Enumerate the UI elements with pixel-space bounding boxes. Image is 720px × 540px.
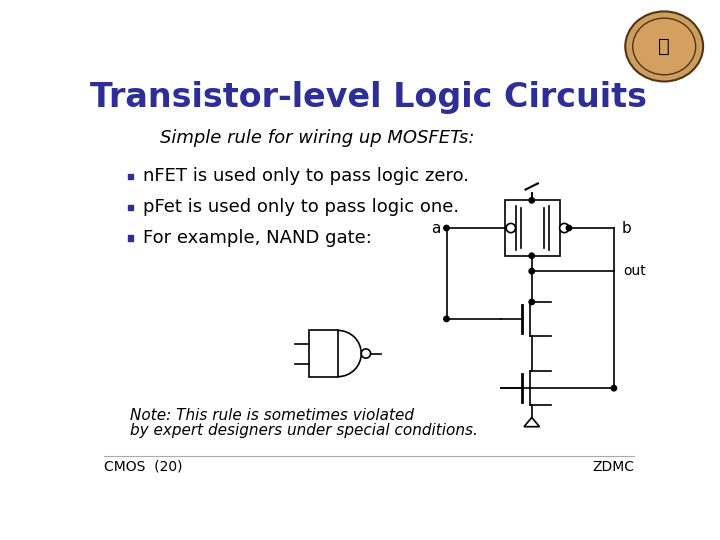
Text: out: out: [624, 264, 646, 278]
Circle shape: [529, 253, 534, 259]
Text: Simple rule for wiring up MOSFETs:: Simple rule for wiring up MOSFETs:: [160, 129, 474, 147]
Bar: [505, 200, 559, 256]
Text: by expert designers under special conditions.: by expert designers under special condit…: [130, 423, 478, 438]
Circle shape: [625, 11, 703, 82]
Circle shape: [611, 386, 616, 391]
Circle shape: [506, 224, 516, 233]
Text: Transistor-level Logic Circuits: Transistor-level Logic Circuits: [91, 80, 647, 113]
Text: nFET is used only to pass logic zero.: nFET is used only to pass logic zero.: [143, 167, 469, 185]
Circle shape: [529, 268, 534, 274]
Bar: [309, 330, 338, 377]
Circle shape: [633, 18, 696, 75]
Text: ZDMC: ZDMC: [592, 460, 634, 474]
Text: CMOS  (20): CMOS (20): [104, 460, 182, 474]
Circle shape: [444, 225, 449, 231]
Circle shape: [361, 349, 371, 358]
Text: a: a: [431, 220, 441, 235]
Text: b: b: [621, 220, 631, 235]
Bar: [127, 174, 133, 179]
Circle shape: [529, 198, 534, 203]
Circle shape: [566, 225, 572, 231]
Circle shape: [529, 299, 534, 305]
Text: pFet is used only to pass logic one.: pFet is used only to pass logic one.: [143, 198, 459, 216]
Text: For example, NAND gate:: For example, NAND gate:: [143, 229, 372, 247]
Circle shape: [444, 316, 449, 322]
Circle shape: [559, 224, 569, 233]
Bar: [127, 205, 133, 210]
Text: 🤘: 🤘: [658, 37, 670, 56]
Bar: [127, 235, 133, 241]
Text: Note: This rule is sometimes violated: Note: This rule is sometimes violated: [130, 408, 414, 423]
